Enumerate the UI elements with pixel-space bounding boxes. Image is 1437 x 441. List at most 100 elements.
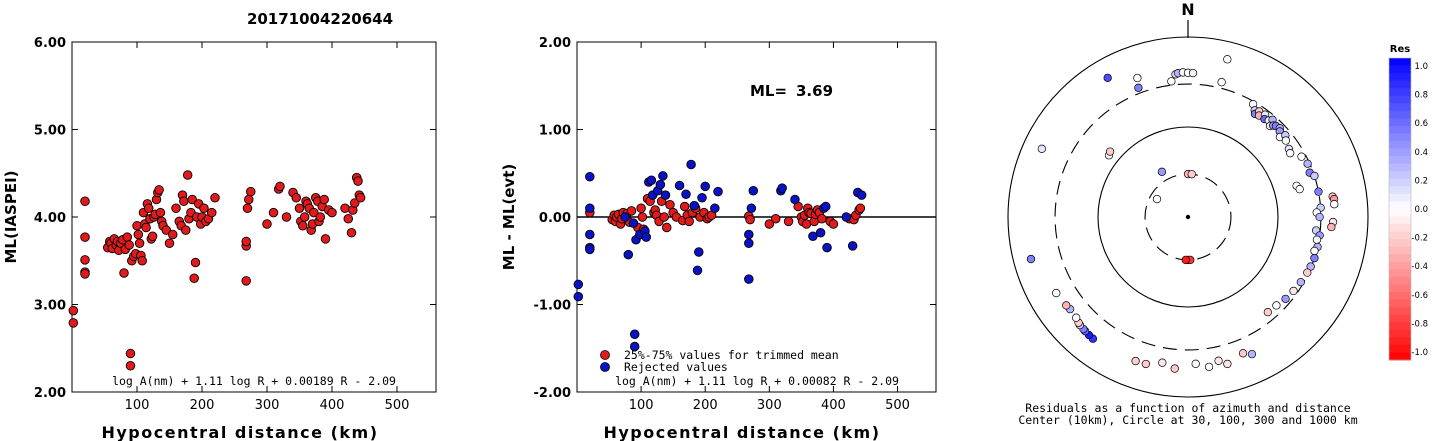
colorbar-cell <box>1389 352 1411 361</box>
ml-data-point <box>143 203 154 213</box>
ml-data-point <box>125 348 136 359</box>
caption-line-1: Residuals as a function of azimuth and d… <box>1025 401 1350 415</box>
ml-data-point <box>164 238 175 248</box>
ml-data-point <box>281 212 292 222</box>
colorbar-tick-label: -0.4 <box>1411 262 1428 272</box>
colorbar-cell <box>1389 125 1411 134</box>
ml-data-point <box>154 185 164 195</box>
ml-data-point <box>133 229 144 240</box>
rejected-residual-point <box>585 171 595 182</box>
ml-data-point <box>141 222 151 233</box>
ml-data-point <box>299 212 310 222</box>
tick-group: -2.00 -1.00 0.00 1.00 2.00 100 200 300 400 500 <box>534 36 936 413</box>
station-point <box>1181 255 1190 265</box>
accepted-residual-point <box>684 216 694 227</box>
figure-title: 20171004220644 <box>247 10 393 28</box>
p1-x-tick-label: 100 <box>125 398 150 413</box>
colorbar-cell <box>1389 73 1411 82</box>
ml-data-point <box>242 203 253 213</box>
colorbar-cell <box>1389 231 1411 240</box>
ml-data-point <box>190 257 201 268</box>
ml-data-point <box>262 219 272 229</box>
legend-marker-accepted <box>600 350 610 360</box>
legend-label-rejected: Rejected values <box>624 360 728 374</box>
residual-colorbar: Res 1.0 0.8 0.6 0.4 0.2 0.0 -0.2 -0.4 -0.6 -0.8 -1… <box>1388 44 1428 361</box>
p2-x-tick-label: 100 <box>629 398 654 413</box>
rejected-residual-point <box>629 329 640 340</box>
accepted-residual-point <box>828 219 839 229</box>
colorbar-cell <box>1389 141 1411 150</box>
colorbar-cell <box>1389 193 1411 202</box>
station-point <box>1315 212 1324 222</box>
colorbar-cell <box>1389 95 1411 104</box>
ml-data-point <box>355 192 366 203</box>
ml-value: 3.69 <box>796 82 833 100</box>
station-point <box>1327 222 1336 232</box>
y-axis-label: ML(IASPEI) <box>2 170 20 263</box>
accepted-residual-point <box>662 222 672 233</box>
ml-data-point <box>199 203 209 213</box>
station-point <box>1330 200 1339 209</box>
station-point <box>1134 83 1143 92</box>
station-point <box>1303 268 1312 277</box>
colorbar-tick-label: 0.8 <box>1414 91 1428 101</box>
ml-data-point <box>119 268 129 278</box>
colorbar-cell <box>1389 337 1411 346</box>
colorbar-cell <box>1389 65 1411 74</box>
rejected-residual-point <box>790 194 800 205</box>
ml-label: ML= <box>750 82 787 100</box>
station-point <box>1312 235 1322 244</box>
station-point <box>1187 170 1196 179</box>
caption-line-2: Center (10km), Circle at 30, 100, 300 an… <box>1018 413 1357 427</box>
rejected-residual-point <box>744 238 754 248</box>
colorbar-cell <box>1389 224 1411 233</box>
p1-x-tick-label: 400 <box>320 398 345 413</box>
rejected-residual-point <box>822 242 832 253</box>
ml-data-point <box>298 220 308 231</box>
colorbar-cell <box>1389 209 1411 218</box>
ml-data-point <box>353 176 363 186</box>
rejected-residual-point <box>710 203 720 213</box>
rejected-residual-point <box>655 179 666 190</box>
station-point <box>1310 246 1319 256</box>
rejected-residual-point <box>808 231 818 241</box>
legend-marker-rejected <box>600 362 610 372</box>
station-point <box>1295 185 1304 194</box>
colorbar-tick-label: 0.2 <box>1414 176 1428 186</box>
colorbar-cell <box>1389 344 1411 353</box>
colorbar-cell <box>1389 186 1411 195</box>
ml-data-point <box>350 198 360 208</box>
rejected-residual-point <box>746 203 757 213</box>
colorbar-cell <box>1389 58 1411 67</box>
ml-data-point <box>241 236 251 247</box>
rejected-residual-point <box>847 241 858 251</box>
p1-y-tick-label: 4.00 <box>34 211 66 226</box>
colorbar-frame <box>1388 57 1412 361</box>
accepted-residual-point <box>659 212 669 222</box>
colorbar-ticks: 1.0 0.8 0.6 0.4 0.2 0.0 -0.2 -0.4 -0.6 -0.8 -1.0 <box>1411 62 1428 358</box>
formula-annotation: log A(nm) + 1.11 log R + 0.00082 R - 2.0… <box>615 374 899 388</box>
colorbar-cell <box>1389 299 1411 308</box>
station-point <box>1152 194 1162 204</box>
p1-y-tick-label: 5.00 <box>34 124 66 139</box>
ml-data-point <box>327 207 337 218</box>
ml-data-point <box>320 234 331 244</box>
rejected-residual-point <box>713 186 723 197</box>
station-point <box>1314 187 1323 196</box>
station-point <box>1052 288 1061 298</box>
station-point <box>1204 362 1214 371</box>
colorbar-cell <box>1389 322 1411 331</box>
ml-data-point <box>346 227 357 238</box>
station-point <box>1167 77 1176 86</box>
ring-1000km <box>1007 36 1369 398</box>
p1-x-tick-label: 200 <box>190 398 215 413</box>
rejected-residual-point <box>856 190 867 200</box>
colorbar-cell <box>1389 201 1411 210</box>
accepted-residual-point <box>637 212 648 222</box>
station-point <box>1297 152 1306 161</box>
colorbar-cells <box>1388 57 1412 361</box>
station-point <box>1223 55 1232 64</box>
station-point <box>1103 73 1112 82</box>
colorbar-cell <box>1389 246 1411 255</box>
rejected-residual-point <box>585 203 595 213</box>
